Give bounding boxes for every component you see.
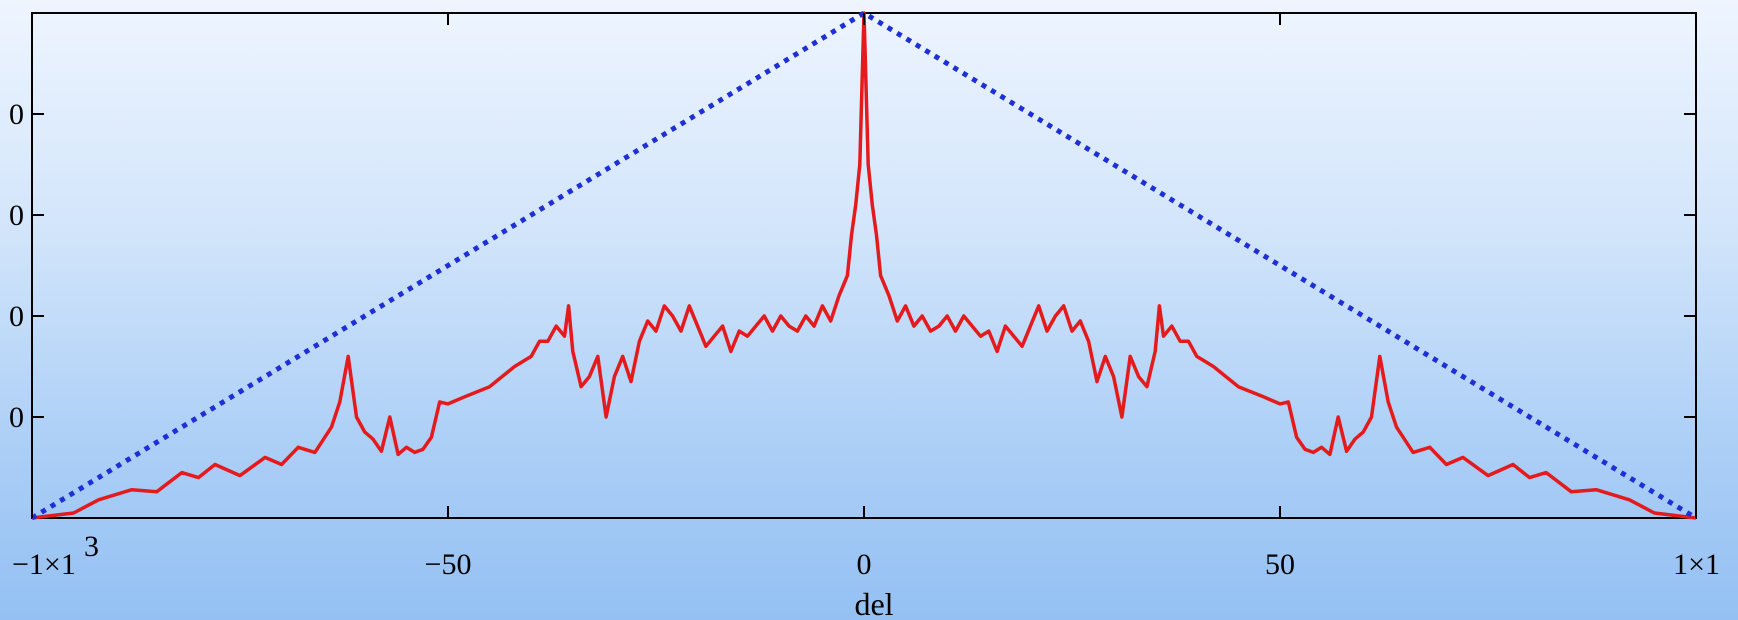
series-line-dotted-1 bbox=[30, 10, 1698, 521]
y-tick-label-0: 0 bbox=[9, 401, 24, 434]
plot-frame bbox=[31, 12, 1697, 519]
x-tick-label-4: 1×1 bbox=[1673, 548, 1720, 581]
x-tick-label-1: −50 bbox=[425, 548, 472, 581]
y-tick-labels: 0 0 0 0 bbox=[9, 98, 24, 434]
x-tick-label-2: 0 bbox=[857, 548, 872, 581]
y-tick-label-3: 0 bbox=[9, 98, 24, 131]
series-line-solid-0 bbox=[31, 11, 1697, 520]
x-tick-exponent-0: 3 bbox=[84, 530, 99, 563]
y-tick-label-1: 0 bbox=[9, 300, 24, 333]
x-axis-title: del bbox=[854, 586, 893, 620]
series-group bbox=[30, 10, 1698, 521]
x-tick-label-0: −1×1 bbox=[12, 548, 76, 581]
tick-marks bbox=[31, 13, 1697, 518]
plot-border bbox=[31, 12, 1697, 519]
y-tick-label-2: 0 bbox=[9, 199, 24, 232]
x-tick-label-3: 50 bbox=[1265, 548, 1295, 581]
